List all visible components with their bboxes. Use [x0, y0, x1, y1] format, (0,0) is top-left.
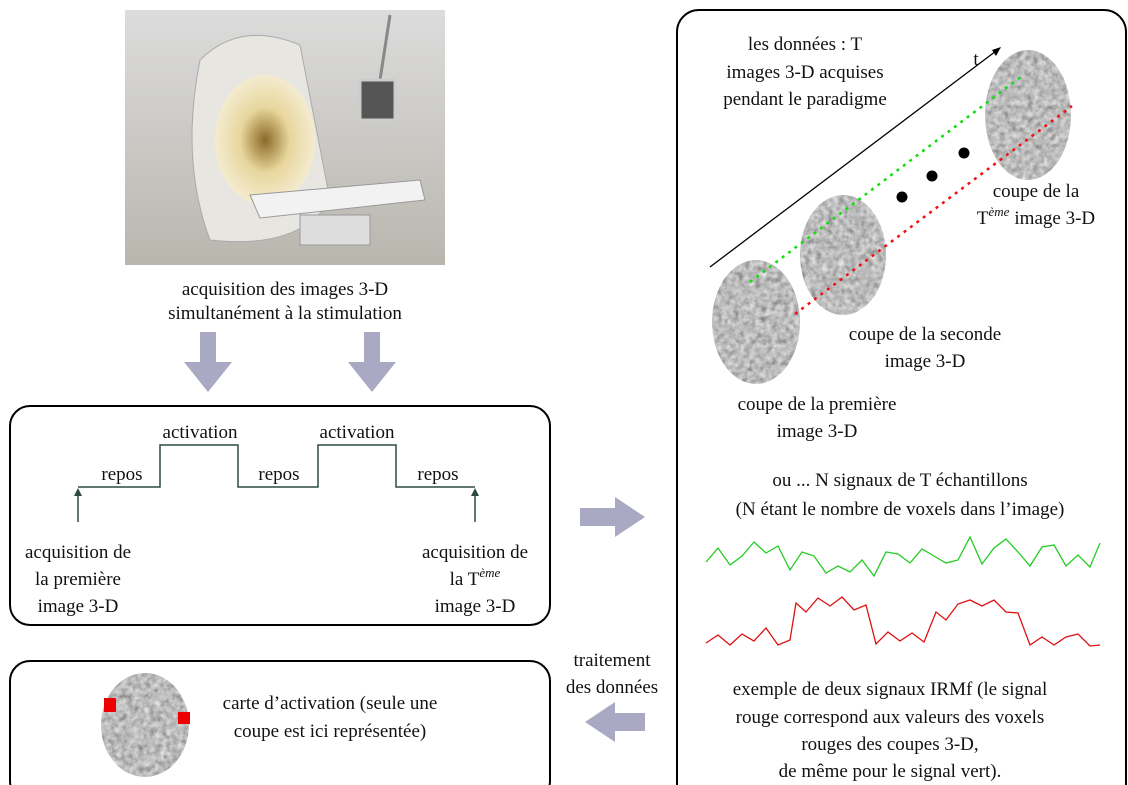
label: image 3-D	[38, 596, 119, 617]
label: traitement	[573, 650, 651, 671]
superscript: ème	[988, 204, 1009, 219]
label: image 3-D	[885, 351, 966, 372]
green-signal	[706, 537, 1100, 576]
ellipsis-dot	[959, 148, 970, 159]
label: repos	[417, 464, 458, 485]
label: ou ... N signaux de T échantillons	[772, 470, 1027, 491]
label: image 3-D	[777, 421, 858, 442]
label: la première	[35, 569, 121, 590]
label: acquisition de	[25, 542, 131, 563]
label: repos	[258, 464, 299, 485]
label-part: image 3-D	[1014, 208, 1095, 229]
brain-slice	[101, 673, 189, 777]
axis-head	[992, 47, 1001, 56]
arrow-down	[184, 332, 232, 392]
label: activation	[163, 422, 238, 443]
label: repos	[101, 464, 142, 485]
red-signal	[706, 597, 1100, 646]
scanner-photo	[125, 10, 445, 265]
arrow-head	[74, 488, 82, 496]
label: activation	[320, 422, 395, 443]
caption: exemple de deux signaux IRMf (le signal	[733, 679, 1047, 700]
arrow-down	[348, 332, 396, 392]
caption: rouge correspond aux valeurs des voxels	[736, 707, 1045, 728]
activation-spot	[104, 698, 116, 712]
paradigm-box	[10, 406, 550, 625]
label: pendant le paradigme	[723, 89, 887, 110]
ellipsis-dot	[927, 171, 938, 182]
caption: acquisition des images 3-D	[182, 279, 388, 300]
caption: carte d’activation (seule une	[223, 693, 438, 714]
axis-label: t	[973, 49, 979, 70]
monitor	[360, 80, 395, 120]
ellipsis-dot	[897, 192, 908, 203]
arrow-right	[580, 497, 645, 537]
diagram: acquisition des images 3-D simultanément…	[0, 0, 1128, 785]
caption: rouges des coupes 3-D,	[801, 734, 978, 755]
superscript: ème	[479, 565, 500, 580]
label: acquisition de	[422, 542, 528, 563]
label: la Tème	[450, 565, 501, 590]
label: Tème image 3-D	[977, 204, 1095, 229]
label-part: T	[977, 208, 989, 229]
caption: simultanément à la stimulation	[168, 303, 402, 324]
label: les données : T	[748, 34, 863, 55]
arrow-head	[471, 488, 479, 496]
label: coupe de la seconde	[849, 324, 1001, 345]
caption: coupe est ici représentée)	[234, 721, 427, 742]
label: coupe de la première	[738, 394, 897, 415]
label: des données	[566, 677, 658, 698]
label: (N étant le nombre de voxels dans l’imag…	[736, 499, 1065, 520]
label: image 3-D	[435, 596, 516, 617]
activation-spot	[178, 712, 190, 724]
label: coupe de la	[993, 181, 1080, 202]
table-base	[300, 215, 370, 245]
caption: de même pour le signal vert).	[779, 761, 1002, 782]
label: images 3-D acquises	[726, 62, 883, 83]
scanner-bore	[215, 75, 315, 205]
arrow-left	[585, 702, 645, 742]
label-part: la T	[450, 569, 480, 590]
brain-slice	[712, 260, 800, 384]
